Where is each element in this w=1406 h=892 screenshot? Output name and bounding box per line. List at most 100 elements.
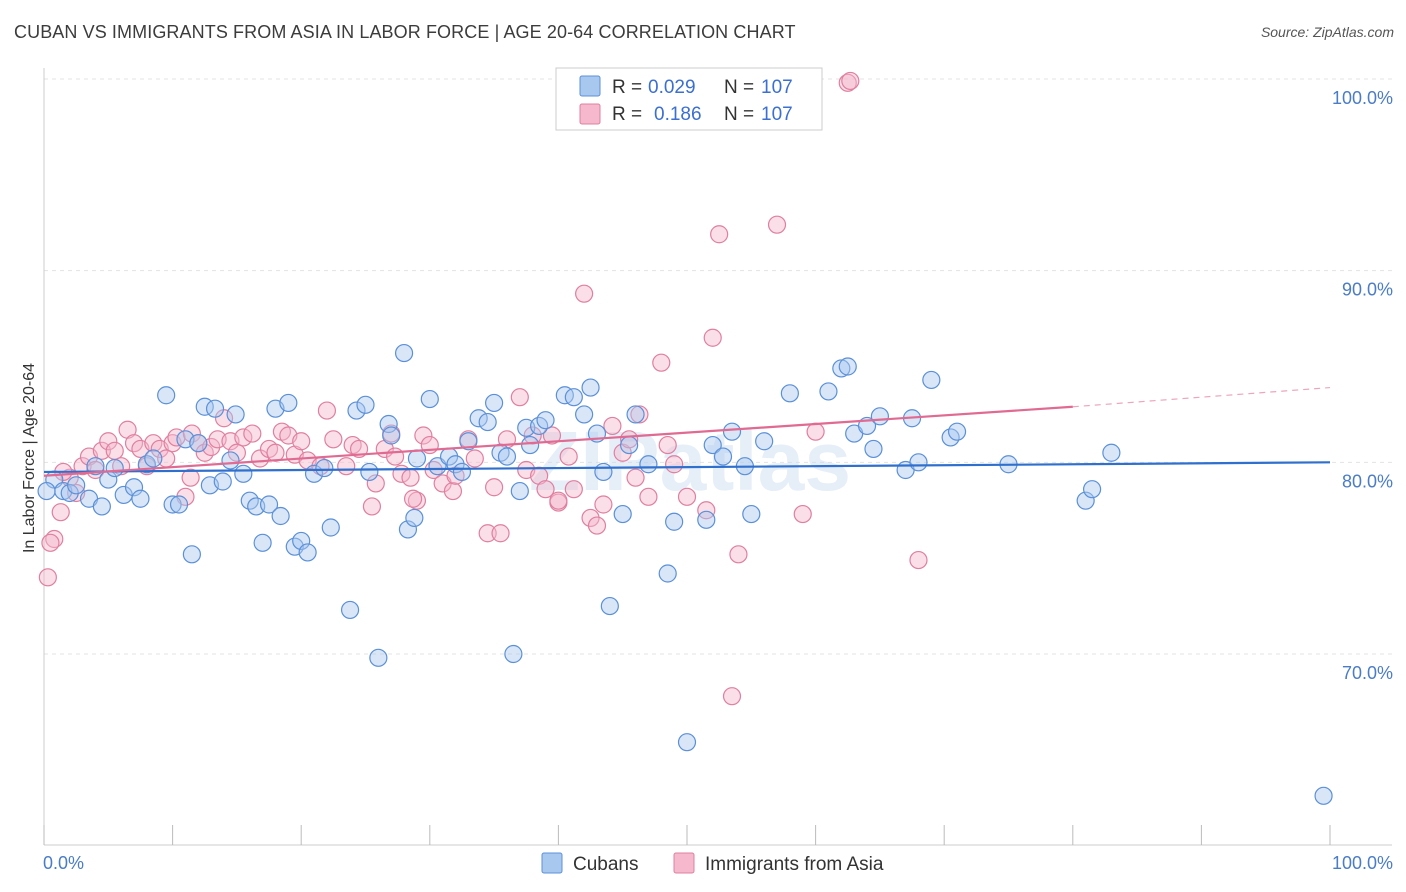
data-point — [398, 520, 418, 539]
data-point — [465, 449, 484, 468]
data-point — [92, 497, 111, 516]
data-point — [394, 343, 414, 363]
data-point — [485, 478, 504, 497]
data-point — [658, 435, 677, 455]
bottom-legend-swatch-asia — [673, 852, 695, 874]
data-point — [549, 491, 568, 510]
data-point — [555, 386, 574, 405]
data-point — [626, 468, 645, 487]
correlation-legend: R = 0.029 N = 107 R = 0.186 N = 107 — [555, 67, 823, 131]
data-point — [292, 432, 311, 451]
data-point — [947, 422, 967, 441]
data-point — [703, 328, 722, 347]
y-axis-label: In Labor Force | Age 20-64 — [21, 363, 38, 553]
data-point — [124, 478, 144, 497]
data-point — [349, 439, 369, 459]
data-point — [713, 447, 733, 466]
data-point — [324, 430, 343, 449]
data-point — [838, 357, 857, 376]
data-point — [838, 73, 857, 92]
data-point — [870, 407, 890, 426]
data-point — [600, 596, 619, 616]
data-point — [315, 458, 334, 478]
data-point — [1082, 480, 1102, 499]
data-point — [587, 516, 607, 535]
series-immigrants-from-asia — [38, 71, 928, 706]
data-point — [379, 414, 398, 434]
data-point — [67, 476, 86, 495]
data-point — [1076, 491, 1095, 510]
trend-lines — [43, 386, 1331, 477]
data-point — [665, 512, 684, 531]
legend-n-label-1: N = — [724, 77, 754, 98]
data-point — [658, 564, 677, 583]
data-point — [144, 449, 163, 468]
data-point — [407, 449, 427, 468]
data-point — [469, 409, 488, 428]
data-point — [478, 412, 497, 432]
y-tick-label: 70.0% — [1342, 663, 1393, 683]
data-point — [169, 495, 189, 514]
data-point — [485, 393, 504, 413]
data-point — [243, 424, 262, 443]
chart-title: CUBAN VS IMMIGRANTS FROM ASIA IN LABOR F… — [14, 22, 796, 42]
legend-n-value-2: 107 — [761, 104, 793, 125]
data-point — [253, 533, 272, 552]
data-point — [722, 422, 742, 441]
data-point — [414, 426, 433, 445]
data-point — [226, 405, 245, 424]
data-point — [677, 487, 697, 506]
data-point — [497, 447, 517, 466]
data-point — [105, 458, 124, 478]
grid-lines — [44, 78, 1392, 655]
data-point — [41, 533, 60, 552]
data-point — [1314, 786, 1333, 805]
legend-n-label-2: N = — [724, 104, 754, 125]
data-point — [356, 395, 375, 414]
data-point — [864, 439, 883, 459]
legend-swatch-asia — [579, 103, 601, 125]
data-point — [581, 378, 600, 397]
data-point — [362, 497, 382, 516]
watermark: ZIPatlas — [529, 414, 851, 508]
data-point — [163, 495, 182, 514]
data-point — [234, 428, 253, 447]
data-point — [620, 435, 639, 455]
data-point — [1102, 443, 1121, 462]
data-point — [347, 401, 366, 420]
y-tick-label: 90.0% — [1342, 280, 1393, 300]
data-point — [729, 545, 748, 564]
y-tick-labels: 70.0% 80.0% 90.0% 100.0% — [1332, 88, 1393, 683]
data-point — [321, 518, 340, 537]
data-point — [443, 481, 463, 501]
data-point — [703, 435, 722, 455]
data-point — [340, 600, 360, 620]
legend-swatch-cubans — [579, 75, 601, 97]
data-point — [603, 416, 622, 436]
legend-r-label-1: R = — [612, 77, 642, 98]
data-point — [922, 370, 941, 390]
bottom-legend-swatch-cubans — [541, 852, 563, 874]
data-point — [420, 389, 439, 409]
y-tick-label: 80.0% — [1342, 471, 1393, 491]
data-point — [38, 568, 57, 587]
trend-line-asia-extension — [1072, 386, 1331, 408]
data-point — [382, 426, 401, 445]
data-point — [298, 543, 317, 562]
data-point — [385, 447, 405, 466]
data-point — [697, 501, 716, 520]
data-point — [652, 353, 671, 372]
data-point — [806, 422, 825, 441]
data-point — [401, 468, 420, 487]
data-point — [405, 508, 424, 528]
data-point — [105, 441, 124, 460]
data-point — [665, 455, 684, 474]
data-point — [86, 460, 105, 480]
legend-r-value-2: 0.186 — [654, 104, 702, 125]
y-tick-label: 100.0% — [1332, 88, 1393, 108]
data-point — [259, 495, 279, 514]
data-point — [536, 411, 555, 430]
data-point — [575, 284, 594, 303]
data-point — [510, 481, 529, 501]
bottom-legend-cubans: Cubans — [573, 854, 639, 875]
